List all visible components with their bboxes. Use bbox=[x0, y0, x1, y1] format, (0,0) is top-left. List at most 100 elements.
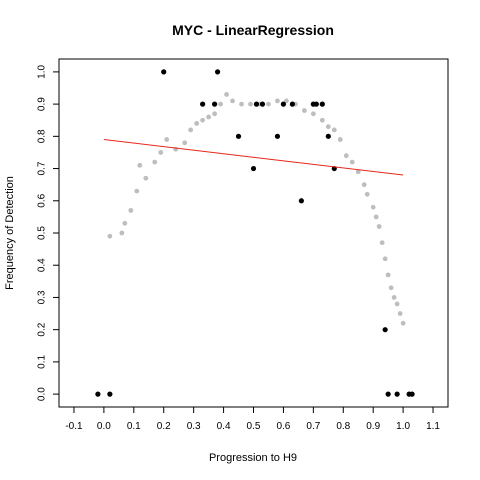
smoothed-point bbox=[206, 114, 212, 120]
x-tick-label: 0.7 bbox=[306, 421, 320, 432]
smoothed-point bbox=[188, 127, 194, 133]
smoothed-point bbox=[119, 230, 125, 236]
observation-point bbox=[385, 391, 391, 397]
y-axis: 0.0 0.1 0.2 0.3 0.4 0.5 0.6 0.7 0.8 0.9 1.0 bbox=[37, 65, 59, 401]
y-tick-label: 0.8 bbox=[37, 129, 48, 143]
x-tick-label: 0.4 bbox=[217, 421, 231, 432]
observation-point bbox=[200, 101, 206, 107]
smoothed-point bbox=[331, 127, 337, 133]
observation-point bbox=[313, 101, 319, 107]
x-tick-label: 0.5 bbox=[247, 421, 261, 432]
x-tick-label: 0.3 bbox=[187, 421, 201, 432]
smoothed-point bbox=[388, 285, 394, 291]
observation-point bbox=[259, 101, 266, 107]
observation-point bbox=[325, 133, 331, 139]
x-tick-label: 1.0 bbox=[396, 421, 410, 432]
x-tick-label: 0.1 bbox=[127, 421, 141, 432]
y-tick-label: 0.7 bbox=[37, 161, 48, 175]
smoothed-point bbox=[310, 111, 316, 117]
observation-point bbox=[289, 101, 295, 107]
smoothed-point bbox=[376, 224, 382, 229]
smoothed-point bbox=[224, 92, 229, 97]
smoothed-point bbox=[230, 98, 235, 104]
y-tick-label: 0.2 bbox=[37, 322, 48, 336]
observation-point bbox=[394, 391, 400, 397]
smoothed-point bbox=[266, 101, 271, 107]
observation-point bbox=[212, 101, 218, 107]
observation-point bbox=[107, 391, 113, 397]
smoothed-point bbox=[394, 301, 400, 307]
smoothed-point bbox=[397, 311, 403, 316]
x-axis-label: Progression to H9 bbox=[209, 452, 297, 464]
y-tick-label: 0.6 bbox=[37, 193, 48, 207]
smoothed-point bbox=[275, 98, 280, 104]
smoothed-point bbox=[385, 272, 391, 278]
smoothed-point bbox=[373, 214, 379, 220]
smoothed-point bbox=[364, 191, 370, 197]
smoothed-point bbox=[152, 159, 158, 165]
observation-point bbox=[280, 101, 287, 107]
observation-point bbox=[409, 391, 415, 397]
x-tick-label: 0.6 bbox=[276, 421, 290, 432]
smoothed-point bbox=[134, 188, 140, 194]
smoothed-point bbox=[337, 137, 343, 142]
plot-frame bbox=[58, 58, 449, 408]
y-tick-label: 0.4 bbox=[37, 258, 48, 272]
x-tick-label: 0.8 bbox=[336, 421, 350, 432]
observation-point bbox=[319, 101, 325, 107]
observation-point bbox=[235, 133, 242, 139]
smoothed-point bbox=[400, 320, 406, 326]
observation-point bbox=[95, 391, 101, 397]
smoothed-point bbox=[301, 108, 307, 113]
smoothed-point bbox=[349, 159, 355, 165]
y-axis-label: Frequency of Detection bbox=[4, 176, 16, 290]
smoothed-point bbox=[325, 124, 331, 130]
smoothed-point bbox=[164, 137, 170, 142]
y-tick-label: 0.9 bbox=[37, 97, 48, 111]
smoothed-point bbox=[248, 101, 253, 107]
observation-point bbox=[382, 327, 388, 333]
smoothed-point bbox=[284, 98, 289, 104]
x-axis: -0.1 0.0 0.1 0.2 0.3 0.4 0.5 0.6 0.7 0.8 0.9 1.0 1.1 bbox=[65, 407, 440, 432]
y-tick-label: 0.0 bbox=[37, 387, 48, 401]
smoothed-point bbox=[182, 140, 188, 146]
smoothed-point bbox=[355, 169, 361, 175]
smoothed-point bbox=[239, 101, 244, 107]
smoothed-point bbox=[128, 208, 134, 213]
smoothed-point bbox=[122, 220, 128, 226]
x-tick-label: -0.1 bbox=[65, 421, 83, 432]
y-tick-label: 0.1 bbox=[37, 355, 48, 369]
smoothed-point bbox=[158, 150, 164, 155]
x-tick-label: 0.0 bbox=[97, 421, 111, 432]
smoothed-point bbox=[143, 175, 149, 181]
smoothed-point bbox=[319, 117, 325, 123]
observation-point bbox=[161, 69, 167, 75]
observation-point bbox=[253, 101, 260, 107]
smoothed-point bbox=[382, 256, 388, 262]
x-tick-label: 1.1 bbox=[426, 421, 440, 432]
smoothed-point bbox=[391, 295, 397, 300]
observation-point bbox=[214, 69, 221, 75]
y-tick-label: 0.5 bbox=[37, 226, 48, 240]
y-tick-label: 1.0 bbox=[37, 65, 48, 79]
smoothed-point bbox=[194, 121, 200, 126]
smoothed-point bbox=[361, 182, 367, 188]
observation-point bbox=[250, 165, 257, 172]
x-tick-label: 0.9 bbox=[366, 421, 380, 432]
plot-area bbox=[95, 69, 415, 397]
y-tick-label: 0.3 bbox=[37, 290, 48, 304]
smoothed-point bbox=[107, 233, 113, 239]
smoothed-point bbox=[379, 240, 385, 246]
smoothed-point bbox=[137, 162, 143, 168]
smoothed-point bbox=[212, 111, 218, 117]
chart-title: MYC - LinearRegression bbox=[172, 22, 334, 38]
regression-line bbox=[103, 139, 404, 176]
smoothed-point bbox=[343, 153, 349, 159]
smoothed-point bbox=[370, 204, 376, 210]
observation-point bbox=[274, 133, 281, 139]
x-tick-label: 0.2 bbox=[157, 421, 171, 432]
smoothed-point bbox=[218, 101, 223, 107]
observation-point bbox=[298, 198, 304, 204]
smoothed-point bbox=[200, 117, 206, 123]
